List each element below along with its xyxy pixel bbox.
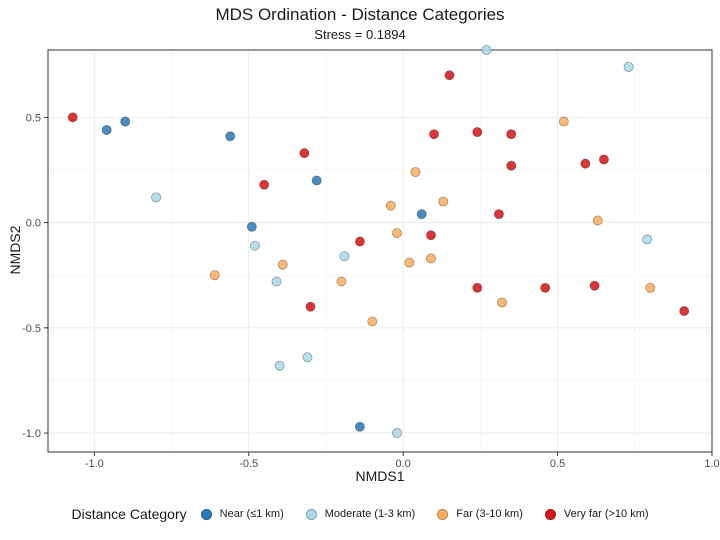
data-point-very-far: [506, 129, 517, 140]
data-point-near: [120, 116, 131, 127]
data-point-moderate: [391, 428, 402, 439]
data-point-very-far: [305, 301, 316, 312]
data-point-near: [225, 131, 236, 142]
y-tick-label: -0.5: [22, 323, 41, 335]
data-point-moderate: [271, 276, 282, 287]
data-point-moderate: [249, 240, 260, 251]
legend-key-far: [437, 508, 449, 520]
data-point-very-far: [589, 280, 600, 291]
data-point-near: [311, 175, 322, 186]
data-point-near: [101, 124, 112, 135]
data-point-moderate: [339, 251, 350, 262]
data-point-very-far: [425, 230, 436, 241]
x-axis-label: NMDS1: [355, 468, 405, 484]
legend-key-very-far: [544, 508, 556, 520]
legend-item-moderate: Moderate (1-3 km): [305, 508, 416, 520]
data-point-moderate: [642, 234, 653, 245]
data-point-near: [246, 221, 257, 232]
data-point-far: [410, 167, 421, 178]
data-point-far: [385, 200, 396, 211]
data-point-very-far: [472, 127, 483, 138]
legend-label-near: Near (≤1 km): [219, 508, 284, 520]
x-tick-label: 0.5: [550, 458, 565, 470]
data-point-very-far: [506, 160, 517, 171]
y-tick-label: 0.5: [26, 112, 41, 124]
data-point-far: [404, 257, 415, 268]
data-point-far: [496, 297, 507, 308]
data-point-near: [416, 209, 427, 220]
data-point-moderate: [302, 352, 313, 363]
legend-item-very-far: Very far (>10 km): [544, 508, 649, 520]
legend-label-very-far: Very far (>10 km): [563, 508, 649, 520]
data-point-very-far: [444, 70, 455, 81]
data-point-far: [336, 276, 347, 287]
data-point-very-far: [67, 112, 78, 123]
data-point-far: [438, 196, 449, 207]
y-axis-label: NMDS2: [7, 225, 23, 275]
data-point-moderate: [481, 45, 492, 56]
data-point-very-far: [354, 236, 365, 247]
x-tick-label: -1.0: [85, 458, 104, 470]
data-point-far: [391, 228, 402, 239]
x-tick-label: -0.5: [239, 458, 258, 470]
data-point-very-far: [472, 282, 483, 293]
data-point-far: [367, 316, 378, 327]
legend-label-moderate: Moderate (1-3 km): [324, 508, 416, 520]
data-point-moderate: [623, 61, 634, 72]
data-point-far: [209, 270, 220, 281]
legend-key-near: [200, 508, 212, 520]
plot-panel-border: [47, 49, 713, 453]
data-point-very-far: [299, 148, 310, 159]
data-point-far: [645, 282, 656, 293]
data-point-far: [425, 253, 436, 264]
legend-title: Distance Category: [71, 506, 187, 522]
chart-subtitle: Stress = 0.1894: [314, 27, 406, 42]
y-tick-label: -1.0: [22, 428, 41, 440]
legend-item-near: Near (≤1 km): [200, 508, 284, 520]
x-tick-label: 0.0: [396, 458, 411, 470]
legend-item-far: Far (3-10 km): [437, 508, 523, 520]
y-tick-label: 0.0: [26, 218, 41, 230]
x-tick-label: 1.0: [704, 458, 719, 470]
data-point-near: [354, 421, 365, 432]
data-point-very-far: [259, 179, 270, 190]
data-point-very-far: [679, 305, 690, 316]
legend: Distance Category Near (≤1 km) Moderate …: [0, 506, 720, 522]
data-point-very-far: [580, 158, 591, 169]
data-point-far: [277, 259, 288, 270]
chart-title: MDS Ordination - Distance Categories: [215, 5, 505, 24]
data-point-very-far: [598, 154, 609, 165]
data-point-moderate: [151, 192, 162, 203]
legend-key-moderate: [305, 508, 317, 520]
data-point-very-far: [429, 129, 440, 140]
legend-label-far: Far (3-10 km): [456, 508, 523, 520]
data-point-far: [592, 215, 603, 226]
data-point-very-far: [540, 282, 551, 293]
data-point-moderate: [274, 360, 285, 371]
data-point-very-far: [493, 209, 504, 220]
data-point-far: [558, 116, 569, 127]
